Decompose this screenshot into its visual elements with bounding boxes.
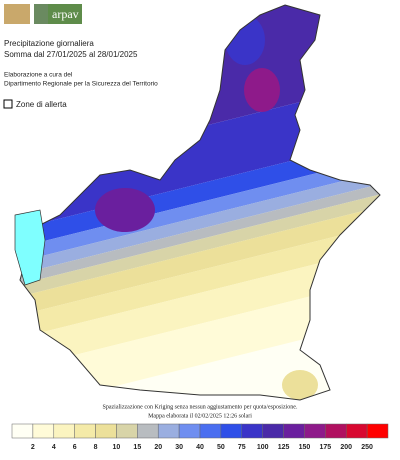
legend-label: 50 <box>217 444 225 451</box>
region-border <box>19 4 381 401</box>
legend-swatch <box>241 423 263 439</box>
toggle-box[interactable] <box>3 99 13 109</box>
legend-label: 4 <box>52 444 56 451</box>
legend-label: 75 <box>238 444 246 451</box>
legend-label: 250 <box>361 444 373 451</box>
legend-swatch <box>157 423 180 439</box>
lake-garda <box>14 209 46 286</box>
credit: Elaborazione a cura del <box>4 72 73 79</box>
legend-swatch <box>53 423 75 439</box>
legend-label: 30 <box>175 444 183 451</box>
legend-label: 15 <box>133 444 141 451</box>
legend-label: 8 <box>94 444 98 451</box>
legend-swatch <box>220 423 243 439</box>
legend-swatch <box>178 423 201 439</box>
legend-swatch <box>304 423 326 439</box>
method-note: Spazializzazione con Kriging senza nessu… <box>103 404 298 410</box>
legend-label: 150 <box>299 444 311 451</box>
toggle-label[interactable]: Zone di allerta <box>16 100 67 109</box>
legend-swatch <box>366 423 389 439</box>
legend-label: 100 <box>257 444 269 451</box>
legend-label: 200 <box>340 444 352 451</box>
legend-swatch <box>11 423 34 439</box>
credit: Dipartimento Regionale per la Sicurezza … <box>4 81 158 88</box>
timestamp: Mappa elaborata il 02/02/2025 12:26 sola… <box>148 413 252 419</box>
logo-text: arpav <box>52 7 79 21</box>
legend-swatch <box>116 423 138 439</box>
legend-label: 20 <box>154 444 162 451</box>
legend-swatch <box>199 423 222 439</box>
legend-label: 10 <box>113 444 121 451</box>
legend-swatch <box>345 423 368 439</box>
legend-swatch <box>137 423 159 439</box>
legend-swatch <box>283 423 305 439</box>
legend-swatch <box>74 423 96 439</box>
legend-swatch <box>325 423 347 439</box>
legend-label: 125 <box>278 444 290 451</box>
legend-label: 175 <box>319 444 331 451</box>
title: Precipitazione giornaliera <box>4 39 94 48</box>
legend-swatch <box>32 423 55 439</box>
legend-label: 6 <box>73 444 77 451</box>
legend-label: 2 <box>31 444 35 451</box>
subtitle: Somma dal 27/01/2025 al 28/01/2025 <box>4 50 138 59</box>
legend-swatch <box>95 423 117 439</box>
logo-mark <box>34 4 48 24</box>
legend-label: 40 <box>196 444 204 451</box>
legend-swatch <box>262 423 284 439</box>
legend: 2 4 6 8 10 15 20 30 40 50 75 100 125 150 175 200 250 <box>11 423 389 451</box>
logo-box <box>48 4 82 24</box>
logo-image <box>4 4 30 24</box>
